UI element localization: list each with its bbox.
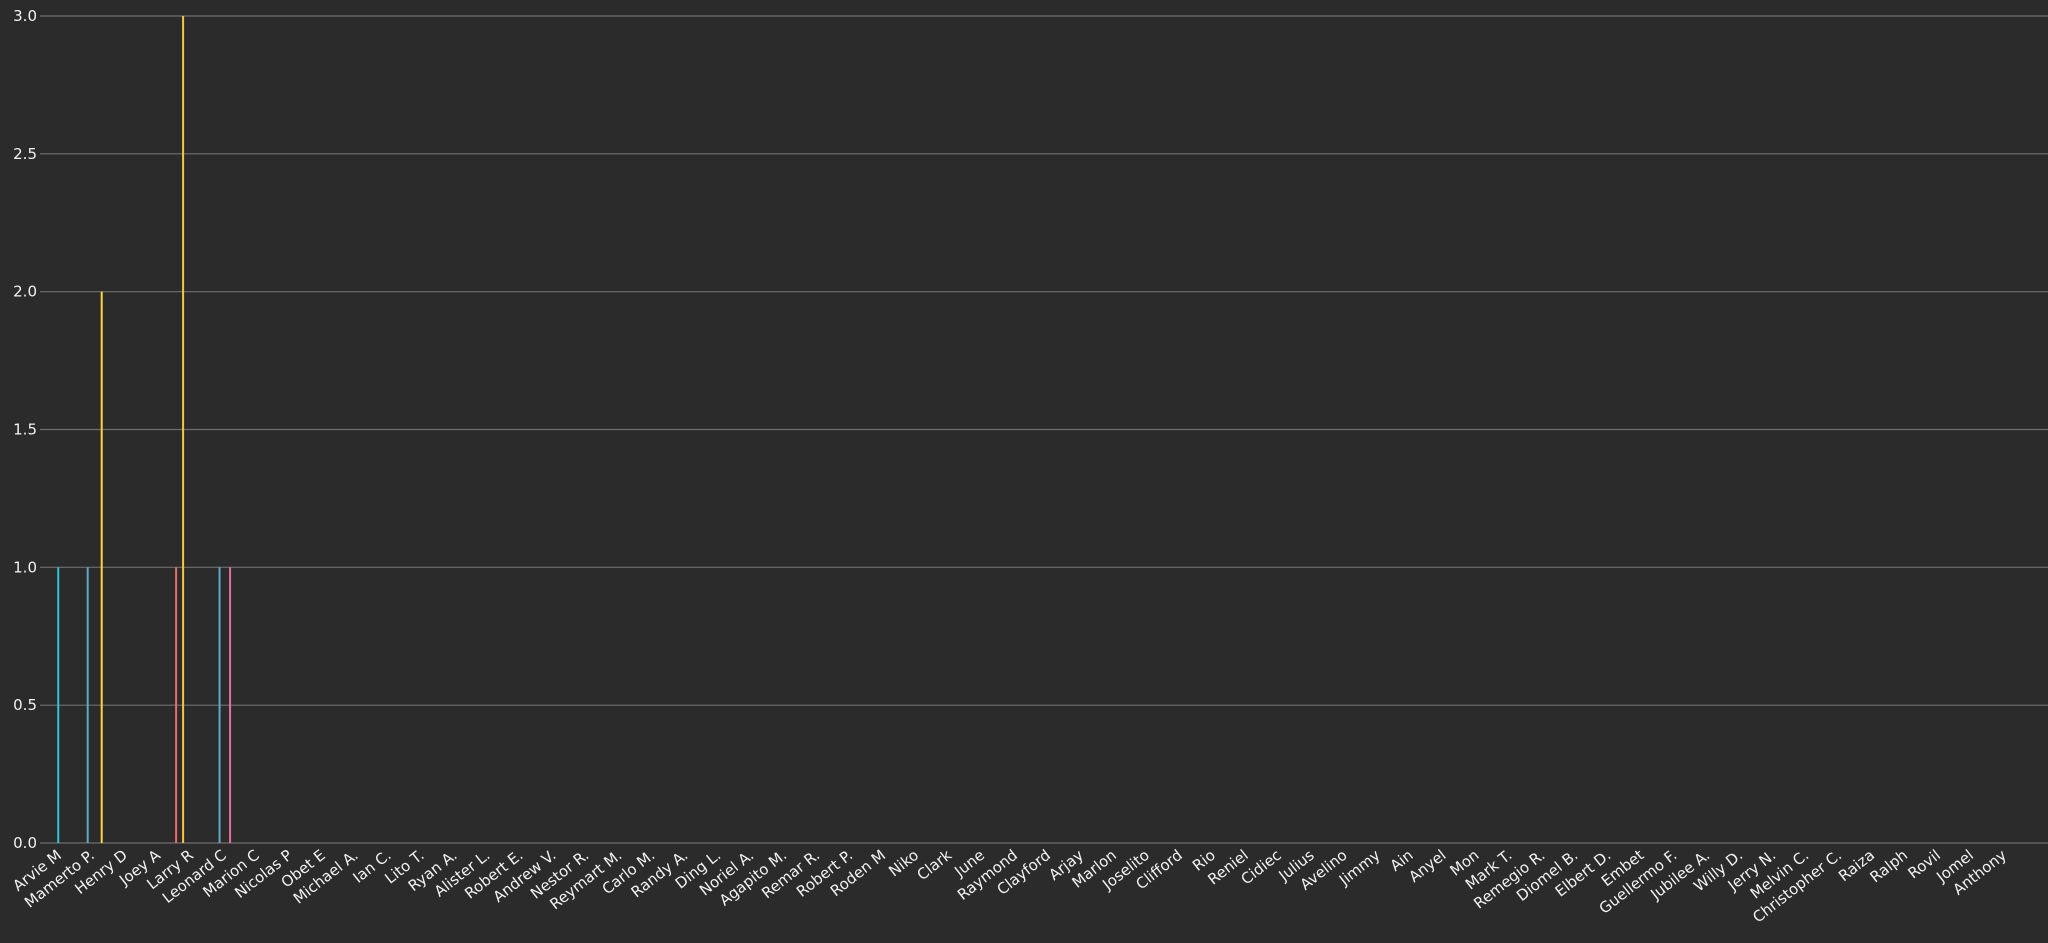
bars [57,16,232,844]
x-tick-label: Anyel [1405,846,1449,886]
bar [86,567,89,843]
bar [175,567,178,843]
y-tick-label: 2.5 [13,145,37,163]
x-tick-label: Clark [913,846,955,884]
bar [229,567,232,843]
y-tick-label: 1.5 [13,421,37,439]
x-tick-label: Ralph [1867,846,1912,886]
bar [100,291,103,844]
y-tick-label: 2.0 [13,283,37,301]
y-tick-label: 0.5 [13,696,37,714]
y-axis-ticks: 0.0 0.5 1.0 1.5 2.0 2.5 3.0 [13,7,37,852]
y-tick-label: 1.0 [13,558,37,576]
bar [57,567,60,843]
bar [182,16,185,843]
bar [218,567,221,843]
gridlines [40,15,2048,844]
y-tick-label: 0.0 [13,834,37,852]
y-tick-label: 3.0 [13,7,37,25]
